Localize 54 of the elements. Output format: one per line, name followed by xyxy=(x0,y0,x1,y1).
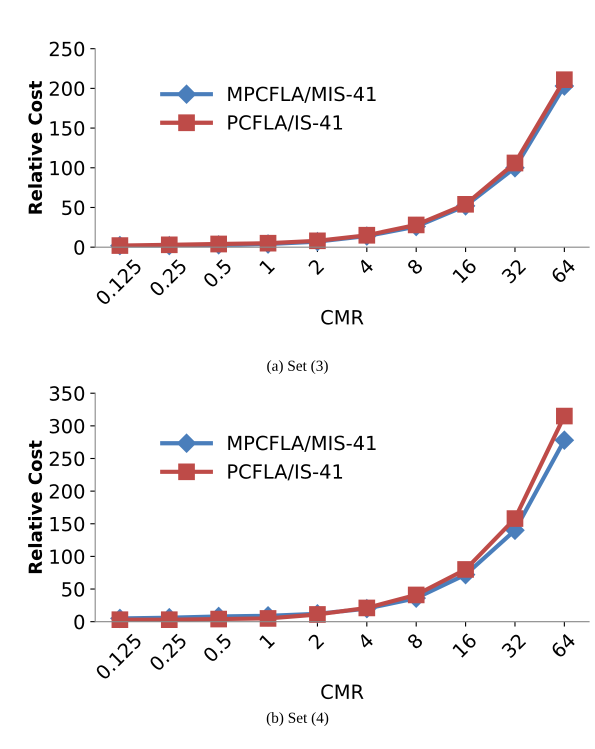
point xyxy=(506,510,524,527)
point xyxy=(556,408,573,424)
y-tick-label: 50 xyxy=(62,200,84,216)
y-tick-label: 250 xyxy=(50,42,84,56)
x-tick-label: 2 xyxy=(308,633,324,650)
y-tick-label: 350 xyxy=(50,386,84,401)
point xyxy=(408,216,425,234)
y-tick-label: 200 xyxy=(50,484,84,499)
x-tick-label: 0.5 xyxy=(202,258,232,288)
point xyxy=(210,610,227,628)
point xyxy=(260,610,276,627)
x-axis-title: CMR xyxy=(321,684,364,700)
point xyxy=(556,71,573,88)
x-tick-label: 16 xyxy=(452,632,478,658)
y-tick-label: 150 xyxy=(50,121,84,136)
legend-label: MPCFLA/MIS-41 xyxy=(228,86,376,103)
y-tick-label: 150 xyxy=(50,516,84,532)
y-axis-title: Relative Cost xyxy=(28,81,42,214)
y-tick-label: 0 xyxy=(74,240,84,255)
point xyxy=(457,561,474,578)
y-tick-label: 200 xyxy=(50,81,84,96)
x-tick-label: 64 xyxy=(550,258,576,284)
y-axis-title: Relative Cost xyxy=(28,440,42,574)
x-tick-label: 4 xyxy=(356,632,374,650)
x-tick-label: 32 xyxy=(500,633,526,658)
point xyxy=(210,236,227,252)
point xyxy=(554,430,574,450)
y-tick-label: 250 xyxy=(50,451,84,466)
x-tick-label: 0.5 xyxy=(202,632,232,663)
point xyxy=(506,154,524,172)
point xyxy=(112,611,128,628)
legend-label: PCFLA/IS-41 xyxy=(228,115,342,132)
x-tick-label: 64 xyxy=(550,632,576,659)
x-tick-label: 1 xyxy=(258,258,275,275)
x-tick-label: 4 xyxy=(356,258,374,276)
x-tick-label: 8 xyxy=(406,632,424,650)
text: (a) Set (3) xyxy=(267,360,328,374)
y-tick-label: 100 xyxy=(50,160,84,176)
point xyxy=(160,611,178,628)
point xyxy=(408,586,425,604)
legend-label: MPCFLA/MIS-41 xyxy=(228,436,376,452)
x-axis-title: CMR xyxy=(321,310,364,325)
x-tick-label: 32 xyxy=(500,258,526,284)
point xyxy=(457,196,474,213)
y-tick-label: 300 xyxy=(50,418,84,434)
legend-label: PCFLA/IS-41 xyxy=(228,464,342,480)
x-tick-label: 8 xyxy=(406,258,424,276)
y-tick-label: 100 xyxy=(50,549,84,564)
y-tick-label: 0 xyxy=(74,614,84,630)
text: (b) Set (4) xyxy=(266,712,328,726)
x-tick-label: 16 xyxy=(452,258,478,284)
x-tick-label: 1 xyxy=(258,633,275,650)
x-tick-label: 2 xyxy=(308,258,324,276)
y-tick-label: 50 xyxy=(62,582,84,597)
